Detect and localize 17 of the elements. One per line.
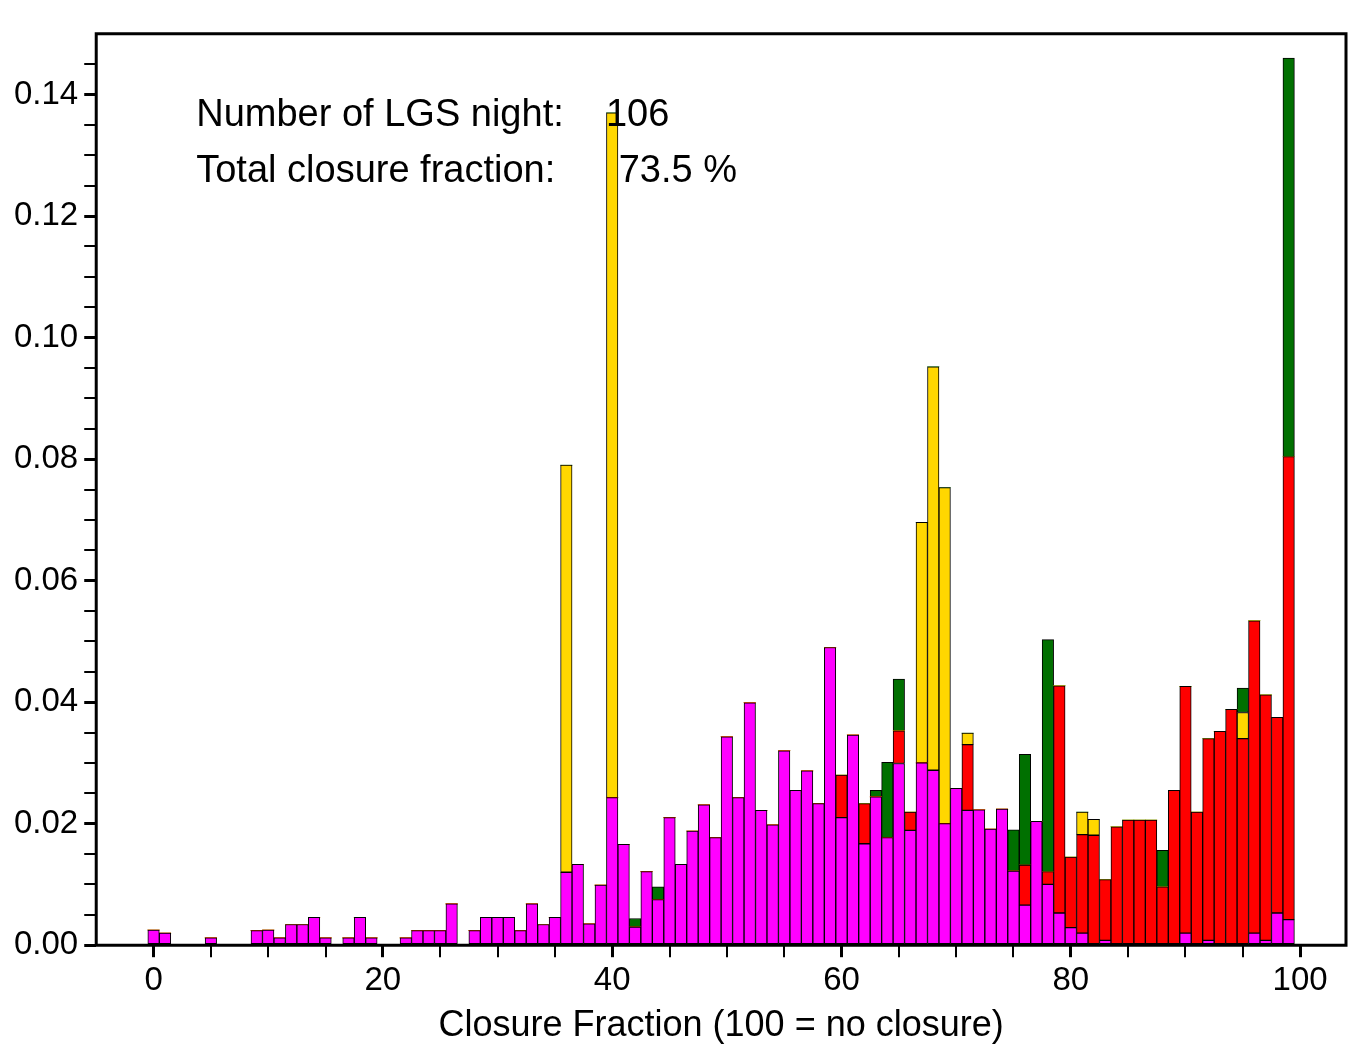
y-tick-label: 0.12 xyxy=(13,195,79,233)
x-axis-title: Closure Fraction (100 = no closure) xyxy=(438,1003,1004,1045)
annotation: Number of LGS night: 106 xyxy=(196,92,670,135)
y-tick-label: 0.02 xyxy=(13,802,79,840)
x-tick-label: 100 xyxy=(1272,960,1328,998)
y-tick-label: 0.08 xyxy=(13,438,79,476)
x-tick-label: 40 xyxy=(593,960,631,998)
y-tick-label: 0.04 xyxy=(13,681,79,719)
x-tick-label: 80 xyxy=(1052,960,1090,998)
y-tick-label: 0.06 xyxy=(13,559,79,597)
x-tick-label: 60 xyxy=(823,960,860,998)
x-tick-label: 0 xyxy=(144,960,163,998)
y-tick-label: 0.00 xyxy=(13,924,79,962)
y-tick-label: 0.14 xyxy=(13,73,79,111)
y-tick-label: 0.10 xyxy=(13,316,79,354)
annotation: Total closure fraction: 73.5 % xyxy=(196,148,737,191)
x-tick-label: 20 xyxy=(364,960,402,998)
